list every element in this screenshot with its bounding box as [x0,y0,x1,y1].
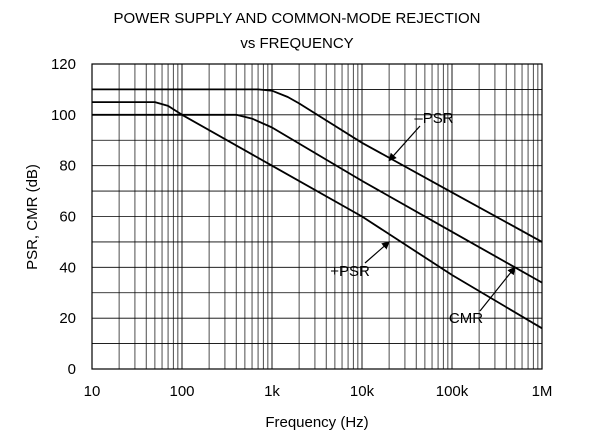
axes: 10 100 1k 10k 100k 1M 0 20 40 60 80 100 120 [51,56,552,400]
chart-title: POWER SUPPLY AND COMMON-MODE REJECTION [113,10,481,27]
y-tick-label: 40 [59,259,76,276]
x-tick-label: 10 [84,383,101,400]
series-line-psr [92,88,543,243]
annotation-arrow [364,241,390,264]
x-tick-label: 1M [532,383,553,400]
annotation-label: +PSR [330,263,370,280]
chart-subtitle: vs FREQUENCY [240,35,354,52]
annotation-arrow [388,125,421,162]
x-tick-label: 100 [169,383,194,400]
y-tick-label: 100 [51,107,76,124]
annotations: –PSR +PSR CMR [330,110,516,327]
x-tick-label: 1k [264,383,280,400]
x-tick-label: 10k [350,383,375,400]
plot-frame [91,63,543,370]
y-tick-label: 80 [59,158,76,175]
y-tick-label: 120 [51,56,76,73]
x-tick-label: 100k [436,383,469,400]
series-lines [92,88,543,330]
annotation-label: CMR [449,310,483,327]
annotation-arrow [479,266,516,312]
y-axis-label: PSR, CMR (dB) [24,164,41,270]
annotation-label: –PSR [414,110,453,127]
series-line-pluspsr [92,101,543,330]
y-tick-label: 20 [59,310,76,327]
y-tick-label: 60 [59,209,76,226]
y-tick-label: 0 [68,361,76,378]
series-line-cmr [92,113,543,284]
x-axis-label: Frequency (Hz) [265,414,368,431]
